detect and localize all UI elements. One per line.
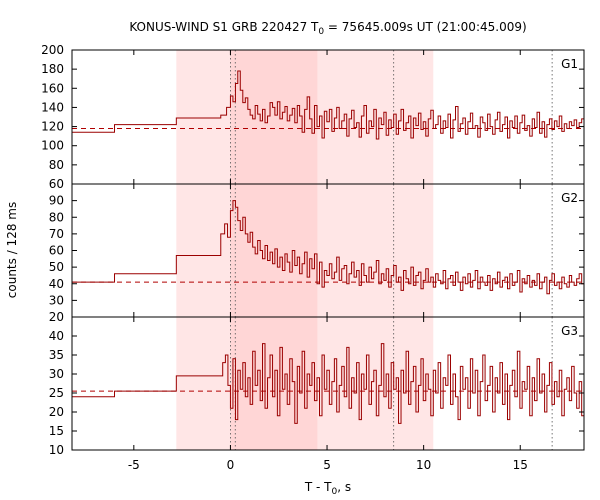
light-curve-g1	[72, 70, 584, 140]
x-tick-label-5: 5	[323, 458, 331, 472]
y-tick-label-g1-180: 180	[41, 62, 64, 76]
panel-g3: 10 15 20 25 30 35 40 G3	[49, 316, 585, 457]
panel-g1: 60 80 100 120 140 160 180 200 G1	[41, 43, 585, 191]
panel-frame-g3	[71, 316, 585, 451]
y-tick-label-g2-30: 30	[49, 293, 64, 307]
x-tick-label-10: 10	[416, 458, 431, 472]
y-tick-label-g3-25: 25	[49, 386, 64, 400]
x-axis-label: T - T0, s	[304, 480, 351, 497]
light-curve-g2	[72, 200, 584, 295]
y-tick-label-g2-40: 40	[49, 277, 64, 291]
y-tick-label-g1-80: 80	[49, 158, 64, 172]
y-tick-label-g1-60: 60	[49, 177, 64, 191]
light-curve-g3	[72, 343, 584, 424]
y-tick-label-g2-80: 80	[49, 210, 64, 224]
y-tick-label-g1-160: 160	[41, 81, 64, 95]
chart-title-main: KONUS-WIND S1 GRB 220427 T	[129, 20, 319, 34]
y-tick-label-g3-10: 10	[49, 443, 64, 457]
y-axis-label: counts / 128 ms	[5, 202, 19, 298]
chart-title-rest: = 75645.009s UT (21:00:45.009)	[324, 20, 527, 34]
x-tick-label--5: -5	[128, 458, 140, 472]
y-tick-label-g1-140: 140	[41, 100, 64, 114]
panel-label-g1: G1	[561, 57, 578, 71]
y-tick-label-g2-20: 20	[49, 310, 64, 324]
panel-label-g2: G2	[561, 191, 578, 205]
y-tick-label-g3-35: 35	[49, 348, 64, 362]
y-tick-label-g1-100: 100	[41, 139, 64, 153]
x-tick-label-0: 0	[227, 458, 235, 472]
plot-layer: 6080100120140160180200G12030405060708090…	[41, 43, 585, 472]
y-tick-label-g3-40: 40	[49, 329, 64, 343]
y-tick-label-g3-30: 30	[49, 367, 64, 381]
x-axis-label-subscript: 0	[332, 487, 338, 497]
panel-label-g3: G3	[561, 324, 578, 338]
chart-title-subscript: 0	[318, 27, 324, 37]
y-tick-label-g2-90: 90	[49, 194, 64, 208]
y-tick-label-g2-70: 70	[49, 227, 64, 241]
y-tick-label-g1-200: 200	[41, 43, 64, 57]
y-tick-label-g1-120: 120	[41, 120, 64, 134]
x-axis-label-main: T - T	[304, 480, 332, 494]
y-tick-label-g2-60: 60	[49, 244, 64, 258]
y-tick-label-g2-50: 50	[49, 260, 64, 274]
x-tick-label-15: 15	[513, 458, 528, 472]
x-axis-label-rest: , s	[337, 480, 351, 494]
chart-title: KONUS-WIND S1 GRB 220427 T0 = 75645.009s…	[129, 20, 526, 37]
y-tick-label-g3-15: 15	[49, 424, 64, 438]
y-tick-label-g3-20: 20	[49, 405, 64, 419]
